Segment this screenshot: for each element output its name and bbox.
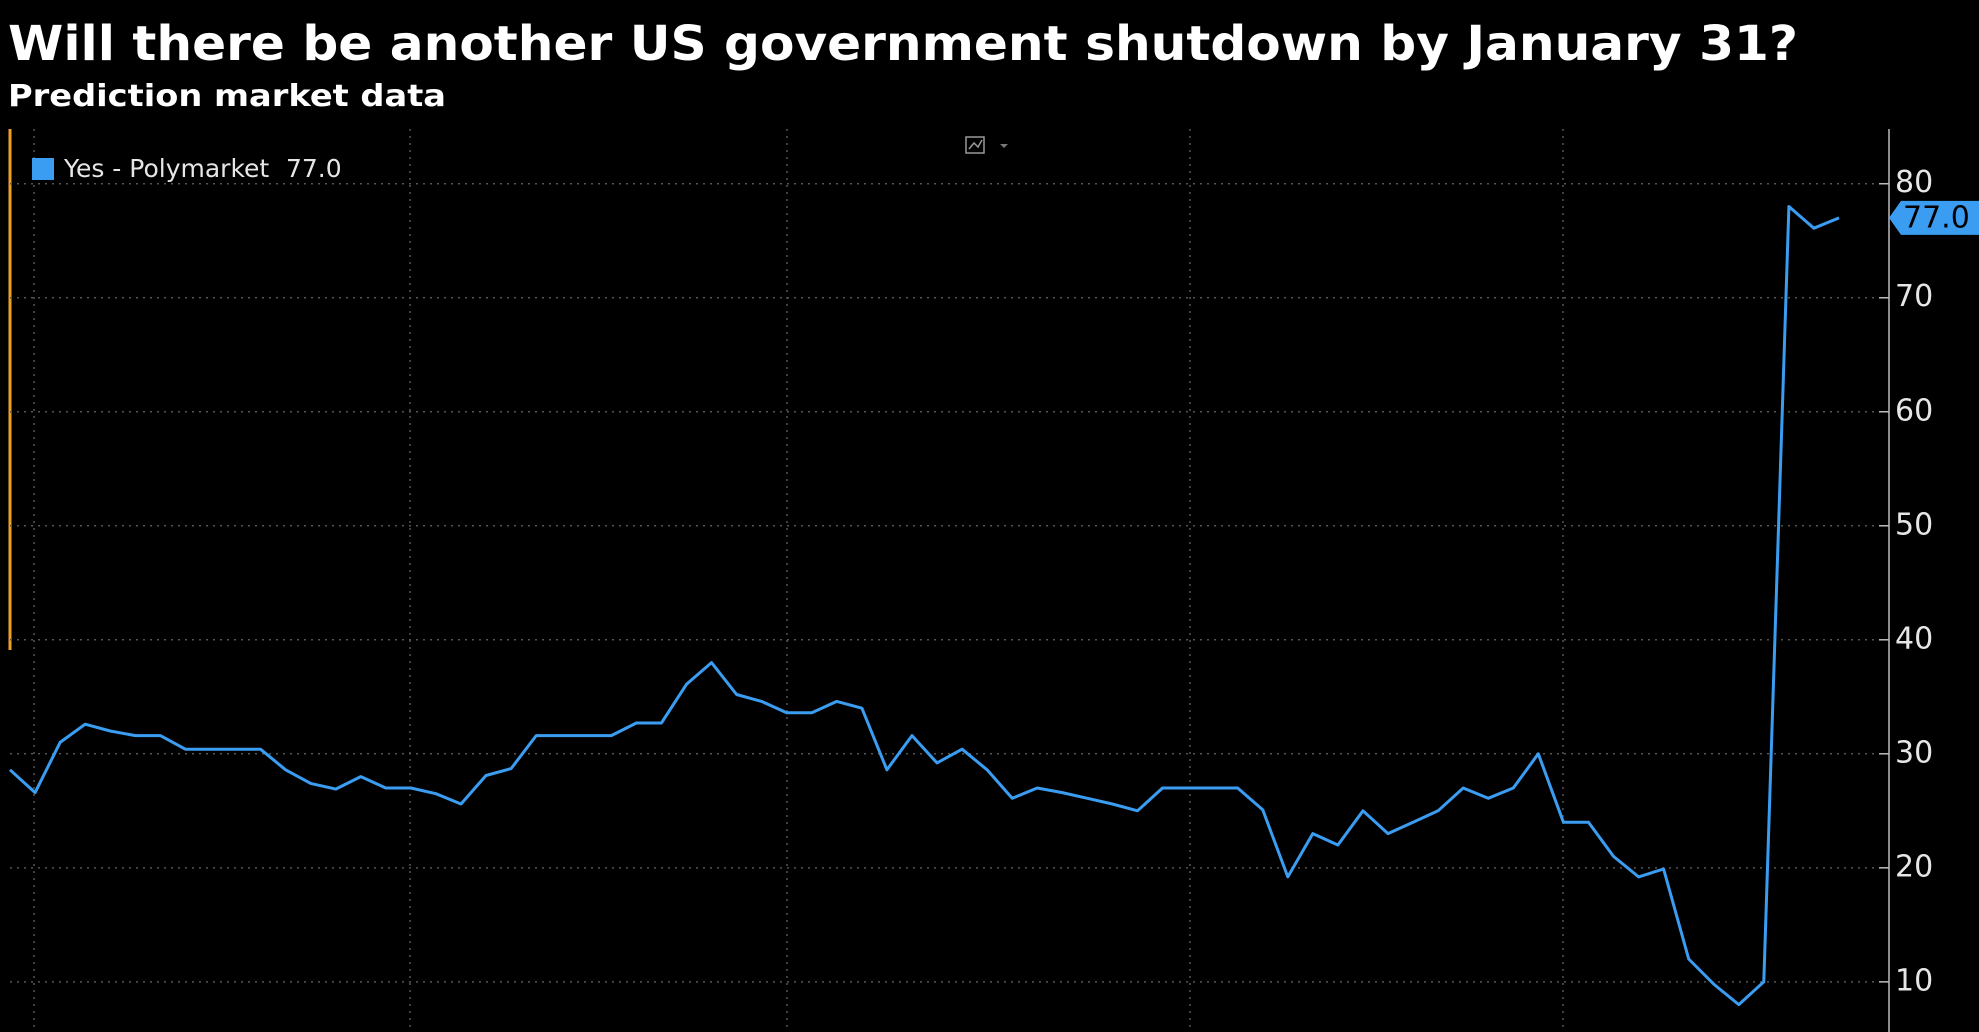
- chart-type-icon: [965, 136, 1008, 154]
- icon-box: [965, 136, 985, 154]
- value-tag: [1889, 200, 1979, 235]
- value-tag-label: 77.0: [1903, 200, 1970, 235]
- y-tick-label: 10: [1895, 963, 1933, 998]
- legend-swatch: [32, 158, 54, 180]
- icon-line: [968, 139, 983, 150]
- chart-title: Will there be another US government shut…: [8, 16, 1798, 72]
- y-tick-label: 40: [1895, 621, 1933, 656]
- y-tick-label: 80: [1895, 165, 1933, 200]
- legend-value: 77.0: [286, 154, 342, 183]
- chart-subtitle: Prediction market data: [8, 79, 446, 114]
- y-tick-label: 60: [1895, 393, 1933, 428]
- y-tick-label: 50: [1895, 507, 1933, 542]
- y-tick-label: 20: [1895, 849, 1933, 884]
- legend-label: Yes - Polymarket: [63, 154, 269, 183]
- y-tick-label: 30: [1895, 735, 1933, 770]
- y-tick-label: 70: [1895, 279, 1933, 314]
- icon-caret: [1000, 144, 1008, 148]
- series-line: [8, 205, 1840, 1007]
